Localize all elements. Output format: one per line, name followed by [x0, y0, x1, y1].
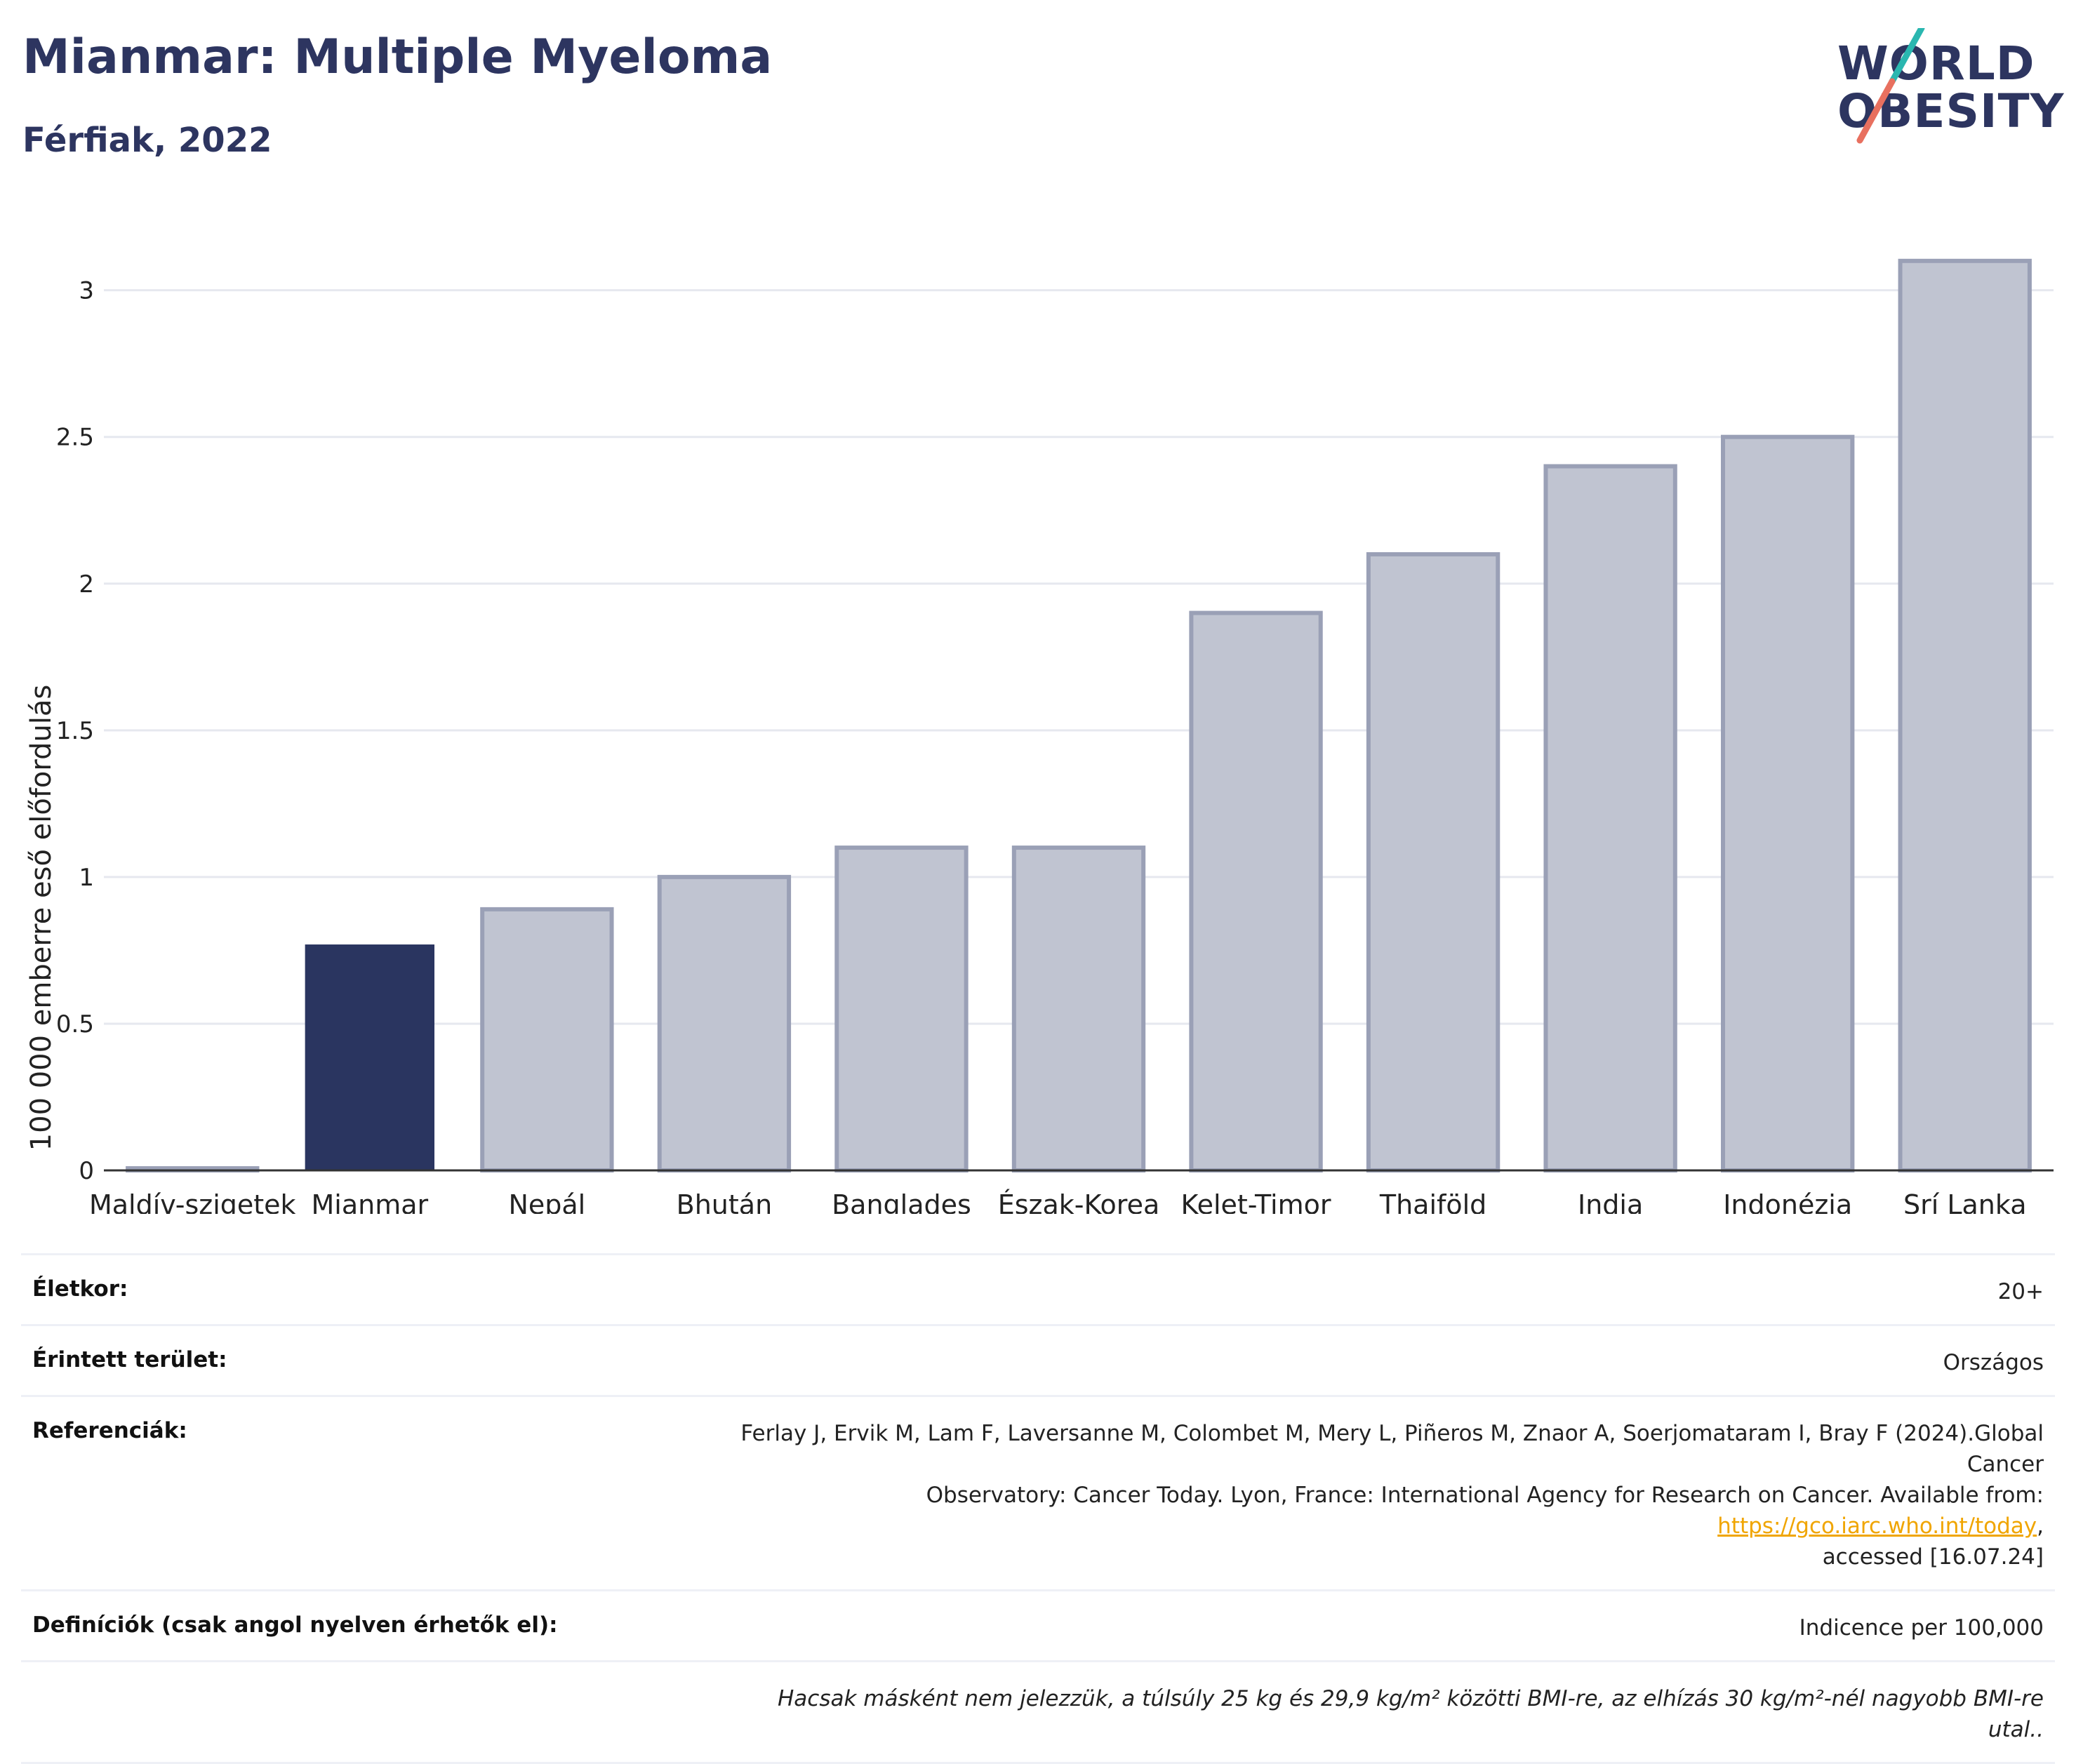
x-tick-label: Indonézia: [1723, 1189, 1852, 1214]
bar-5: [1011, 846, 1146, 1172]
x-tick-label: Maldív-szigetek: [89, 1189, 296, 1214]
y-tick-label: 2: [79, 570, 94, 599]
x-tick-label: India: [1578, 1189, 1643, 1214]
bar-6: [1189, 610, 1323, 1172]
bmi-note: Hacsak másként nem jelezzük, a túlsúly 2…: [777, 1686, 2044, 1742]
chart-subtitle: Férfiak, 2022: [22, 121, 272, 160]
info-row-area: Érintett terület: Országos: [21, 1326, 2055, 1397]
y-tick-label: 1: [79, 864, 94, 892]
logo-slash-icon: [1856, 28, 1925, 144]
x-tick-label: Mianmar: [311, 1189, 428, 1214]
reference-line-1: Ferlay J, Ervik M, Lam F, Laversanne M, …: [740, 1421, 2044, 1477]
bar-8: [1543, 464, 1677, 1172]
reference-line-2: Observatory: Cancer Today. Lyon, France:…: [926, 1483, 2044, 1508]
x-tick-label: Nepál: [508, 1189, 585, 1214]
bar-chart: 0 0.5 1 1.5 2 2.5 3 Maldív-szigetek Mianmar Nepál…: [25, 258, 2054, 1214]
age-value: 20+: [1997, 1279, 2044, 1304]
area-value: Országos: [1943, 1350, 2044, 1375]
world-obesity-logo: WORLD OBESITY: [1832, 28, 2063, 147]
definitions-label: Definíciók (csak angol nyelven érhetők e…: [32, 1612, 558, 1638]
x-tick-label: Banglades: [832, 1189, 971, 1214]
info-row-definitions: Definíciók (csak angol nyelven érhetők e…: [21, 1591, 2055, 1662]
age-label: Életkor:: [32, 1276, 128, 1302]
reference-line-2-end: ,: [2037, 1514, 2044, 1539]
axes: 0 0.5 1 1.5 2 2.5 3 Maldív-szigetek Mianmar Nepál…: [56, 277, 2054, 1214]
references-label: Referenciák:: [32, 1418, 187, 1443]
logo-line-1: WORLD: [1837, 36, 2035, 91]
info-row-age: Életkor: 20+: [21, 1255, 2055, 1326]
y-tick-label: 0: [79, 1157, 94, 1185]
chart-title: Mianmar: Multiple Myeloma: [22, 29, 773, 85]
y-tick-label: 0.5: [56, 1010, 94, 1038]
bar-9: [1721, 434, 1855, 1172]
bars: [126, 258, 2032, 1173]
bar-7: [1366, 552, 1501, 1172]
info-row-note: Hacsak másként nem jelezzük, a túlsúly 2…: [21, 1662, 2055, 1764]
bar-3: [657, 874, 792, 1172]
x-tick-label: Bhután: [677, 1189, 773, 1214]
reference-line-3: accessed [16.07.24]: [1822, 1544, 2044, 1570]
x-tick-label: Thaiföld: [1379, 1189, 1486, 1214]
x-tick-label: Srí Lanka: [1903, 1189, 2027, 1214]
y-tick-label: 2.5: [56, 424, 94, 452]
info-row-references: Referenciák: Ferlay J, Ervik M, Lam F, L…: [21, 1397, 2055, 1591]
x-tick-label: Kelet-Timor: [1181, 1189, 1331, 1214]
reference-link[interactable]: https://gco.iarc.who.int/today: [1717, 1514, 2037, 1539]
references-value: Ferlay J, Ervik M, Lam F, Laversanne M, …: [21, 1397, 2055, 1589]
bar-2: [480, 907, 614, 1173]
bar-10: [1898, 258, 2032, 1172]
area-label: Érintett terület:: [32, 1347, 227, 1372]
bar-1: [305, 944, 434, 1170]
x-tick-label: Észak-Korea: [998, 1189, 1160, 1214]
info-table: Életkor: 20+ Érintett terület: Országos …: [21, 1253, 2055, 1764]
definitions-value: Indicence per 100,000: [1799, 1615, 2044, 1641]
y-tick-label: 3: [79, 277, 94, 305]
y-axis-label: 100 000 emberre eső előfordulás: [25, 685, 58, 1151]
bar-4: [834, 846, 969, 1172]
y-tick-label: 1.5: [56, 717, 94, 745]
